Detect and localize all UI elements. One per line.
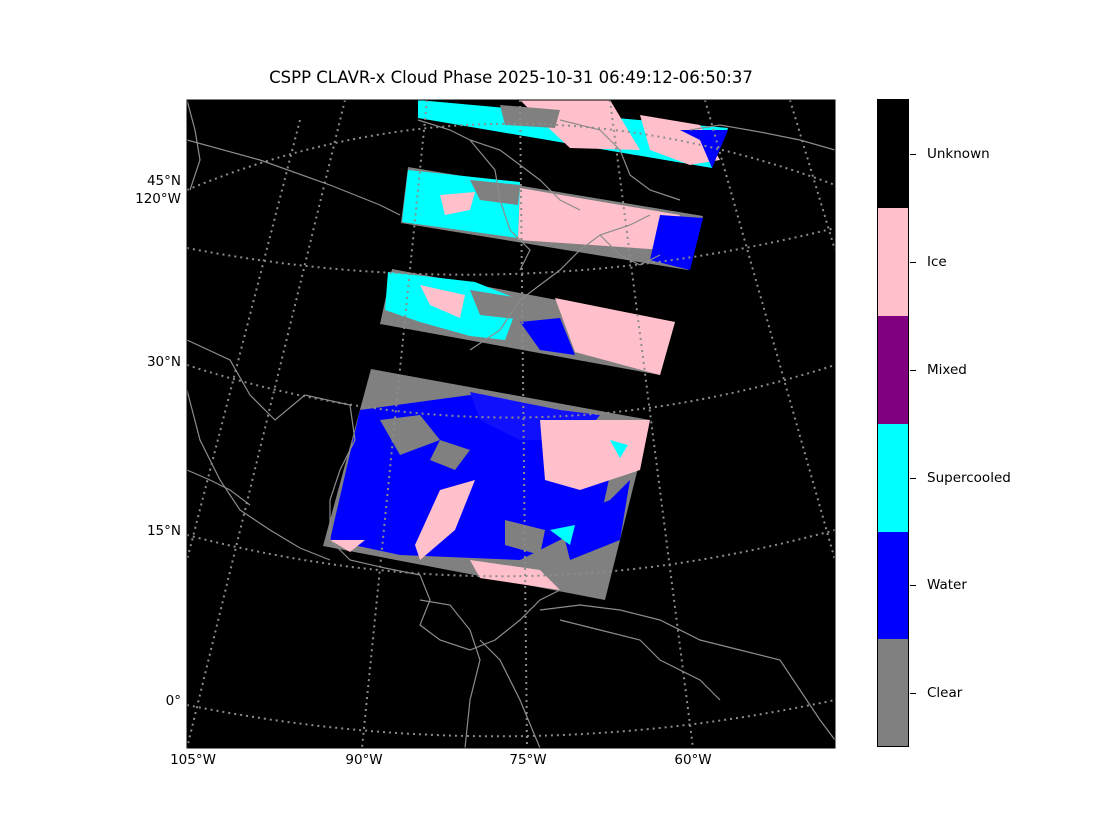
colorbar-label-water: Water bbox=[927, 577, 967, 593]
lat-label-30n: 30°N bbox=[146, 354, 181, 370]
colorbar-tick-ice bbox=[910, 262, 916, 263]
colorbar-label-unknown: Unknown bbox=[927, 146, 990, 162]
lon-label-105w: 105°W bbox=[170, 752, 216, 768]
map-title: CSPP CLAVR-x Cloud Phase 2025-10-31 06:4… bbox=[269, 68, 753, 87]
lat-label-45n: 45°N bbox=[146, 173, 181, 189]
colorbar-segment-supercooled bbox=[878, 424, 908, 532]
graticule bbox=[187, 100, 835, 748]
colorbar-tick-water bbox=[910, 585, 916, 586]
lat-label-0: 0° bbox=[165, 693, 181, 709]
colorbar-label-ice: Ice bbox=[927, 254, 947, 270]
colorbar-segment-water bbox=[878, 532, 908, 639]
lon-label-60w: 60°W bbox=[674, 752, 712, 768]
lon-label-90w: 90°W bbox=[345, 752, 383, 768]
map-frame bbox=[186, 99, 836, 749]
colorbar-label-clear: Clear bbox=[927, 685, 963, 701]
colorbar-segment-ice bbox=[878, 208, 908, 316]
swath-4 bbox=[323, 369, 650, 600]
colorbar-label-supercooled: Supercooled bbox=[927, 470, 1011, 486]
colorbar-label-mixed: Mixed bbox=[927, 362, 967, 378]
colorbar-tick-unknown bbox=[910, 154, 916, 155]
colorbar-segment-mixed bbox=[878, 316, 908, 424]
lat-label-120w: 120°W bbox=[135, 191, 181, 207]
lat-label-15n: 15°N bbox=[146, 523, 181, 539]
colorbar-tick-mixed bbox=[910, 370, 916, 371]
colorbar-segment-clear bbox=[878, 639, 908, 746]
colorbar bbox=[877, 99, 909, 747]
coastlines bbox=[187, 100, 835, 748]
lon-label-75w: 75°W bbox=[509, 752, 547, 768]
colorbar-tick-supercooled bbox=[910, 478, 916, 479]
colorbar-segment-unknown bbox=[878, 100, 908, 208]
colorbar-tick-clear bbox=[910, 693, 916, 694]
